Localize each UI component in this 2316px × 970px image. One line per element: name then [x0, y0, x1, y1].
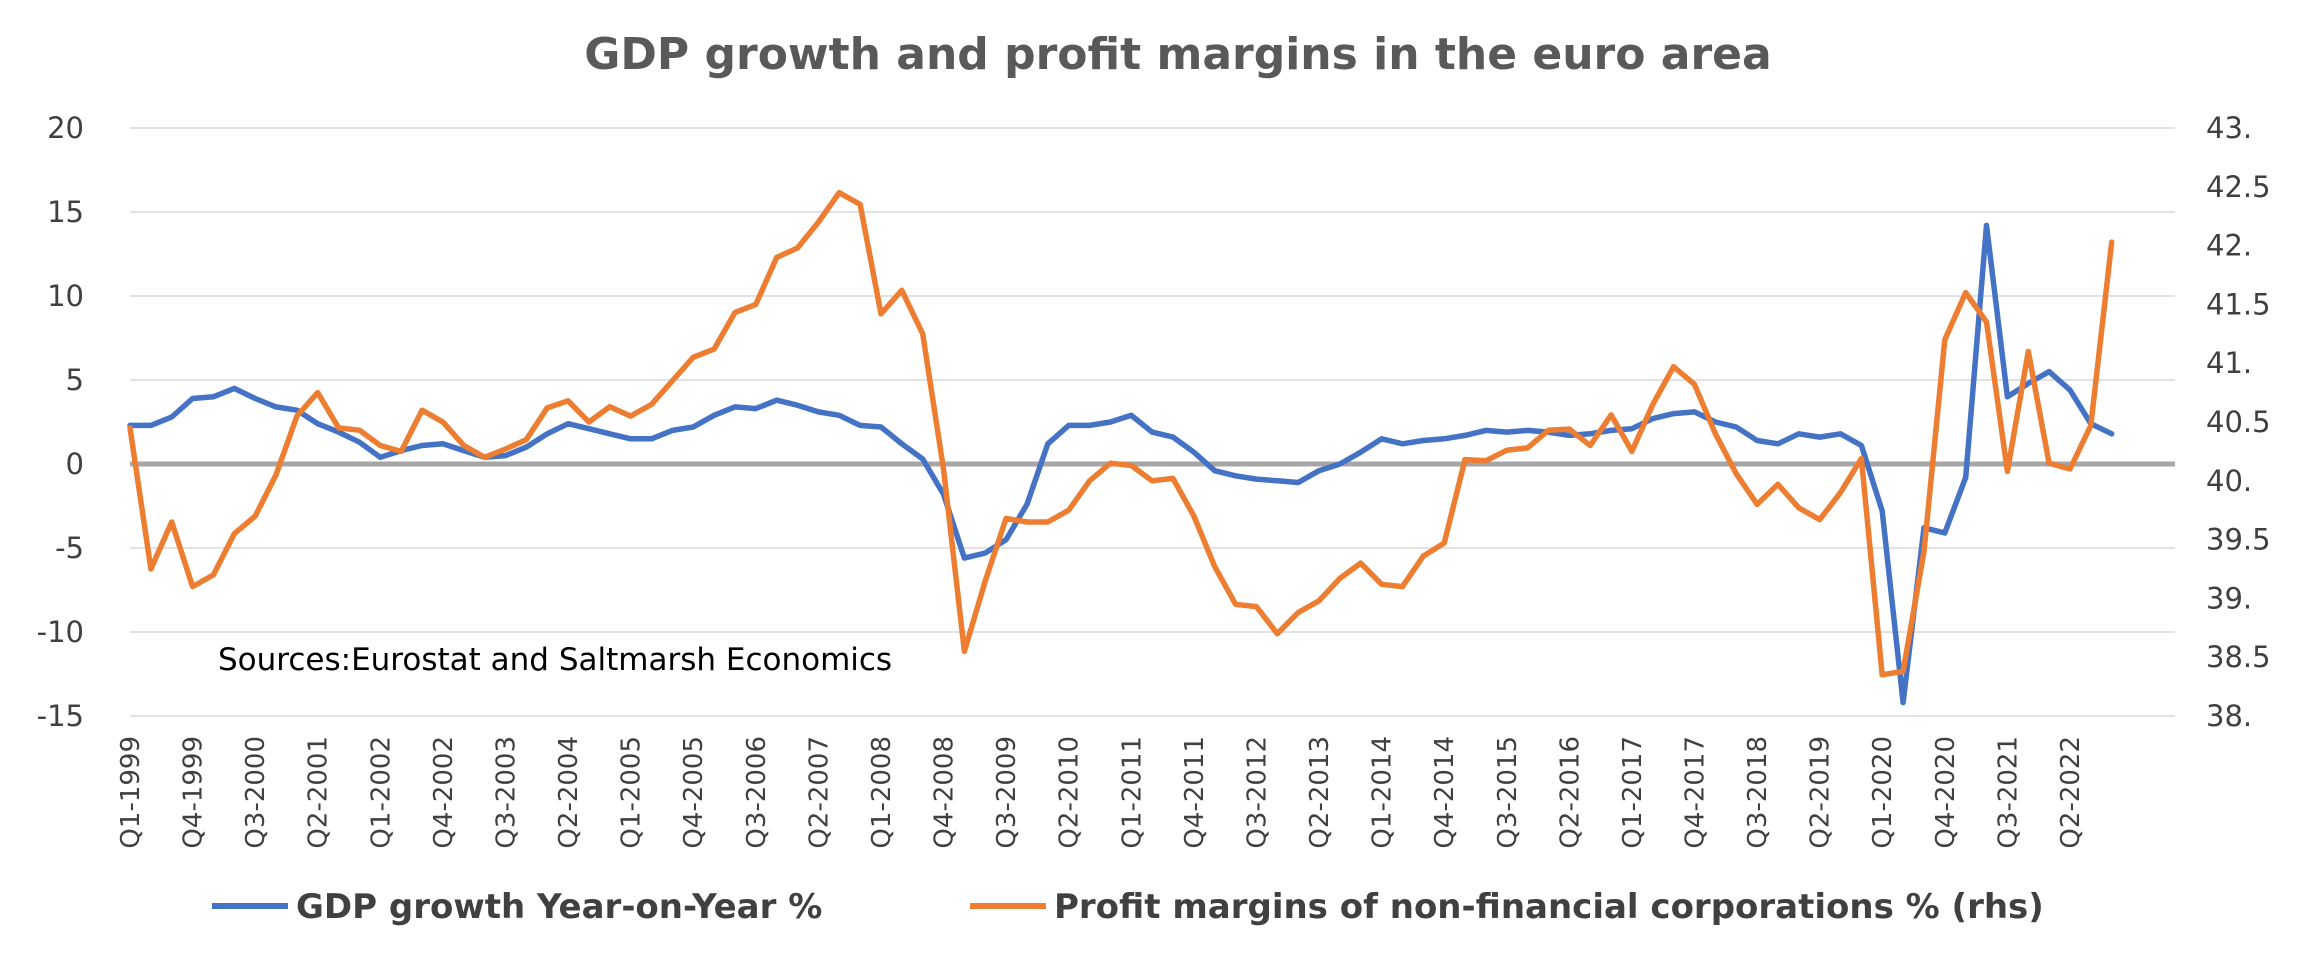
x-tick-label: Q2-2022 — [2056, 736, 2086, 849]
left-axis: -15 -10 -5 0 5 10 15 20 — [37, 111, 84, 733]
x-tick-label: Q3-2012 — [1242, 736, 1272, 849]
right-tick-label: 38. — [2206, 699, 2252, 733]
right-tick-label: 43. — [2206, 111, 2252, 145]
x-tick-label: Q2-2010 — [1055, 736, 1085, 849]
x-tick-label: Q3-2009 — [992, 736, 1022, 849]
legend-label-profit: Profit margins of non-financial corporat… — [1054, 887, 2044, 927]
left-tick-label: -5 — [55, 531, 84, 565]
x-tick-label: Q3-2015 — [1493, 736, 1523, 849]
x-tick-label: Q2-2001 — [304, 736, 334, 849]
right-tick-label: 40. — [2206, 464, 2252, 498]
left-tick-label: -15 — [37, 699, 84, 733]
x-tick-label: Q2-2004 — [554, 736, 584, 849]
left-tick-label: 15 — [47, 195, 84, 229]
x-tick-label: Q4-2011 — [1180, 736, 1210, 849]
right-tick-label: 39.5 — [2206, 523, 2271, 557]
right-tick-label: 42. — [2206, 229, 2252, 263]
x-tick-label: Q3-2006 — [742, 736, 772, 849]
x-tick-label: Q4-2014 — [1430, 736, 1460, 849]
right-tick-label: 39. — [2206, 581, 2252, 615]
x-tick-label: Q1-2011 — [1117, 736, 1147, 849]
right-tick-label: 38.5 — [2206, 640, 2271, 674]
right-tick-label: 41. — [2206, 346, 2252, 380]
x-tick-label: Q4-2002 — [429, 736, 459, 849]
x-tick-label: Q3-2000 — [241, 736, 271, 849]
series-line-gdp-growth — [127, 222, 2115, 706]
right-tick-label: 42.5 — [2206, 170, 2271, 204]
x-tick-label: Q1-2014 — [1368, 736, 1398, 849]
x-tick-label: Q2-2013 — [1305, 736, 1335, 849]
right-tick-label: 40.5 — [2206, 405, 2271, 439]
series-lines — [127, 189, 2115, 706]
x-tick-label: Q4-2008 — [930, 736, 960, 849]
x-tick-label: Q2-2007 — [804, 736, 834, 849]
x-tick-label: Q3-2003 — [491, 736, 521, 849]
x-tick-label: Q4-2017 — [1681, 736, 1711, 849]
gridlines — [130, 127, 2175, 717]
source-annotation: Sources:Eurostat and Saltmarsh Economics — [218, 642, 892, 678]
x-axis: Q1-1999 Q4-1999 Q3-2000 Q2-2001 Q1-2002 Q4-20… — [116, 736, 2086, 849]
x-tick-label: Q1-1999 — [116, 736, 146, 849]
x-tick-label: Q4-1999 — [179, 736, 209, 849]
right-tick-label: 41.5 — [2206, 287, 2271, 321]
x-tick-label: Q3-2021 — [1993, 736, 2023, 849]
left-tick-label: 5 — [66, 363, 84, 397]
x-tick-label: Q3-2018 — [1743, 736, 1773, 849]
chart-title: GDP growth and profit margins in the eur… — [584, 29, 1771, 80]
x-tick-label: Q4-2005 — [679, 736, 709, 849]
x-tick-label: Q1-2017 — [1618, 736, 1648, 849]
left-tick-label: 0 — [66, 447, 84, 481]
left-tick-label: 10 — [47, 279, 84, 313]
x-tick-label: Q1-2005 — [617, 736, 647, 849]
x-tick-label: Q2-2019 — [1806, 736, 1836, 849]
x-tick-label: Q1-2002 — [366, 736, 396, 849]
left-tick-label: 20 — [47, 111, 84, 145]
legend: GDP growth Year-on-Year % Profit margins… — [212, 887, 2044, 927]
x-tick-label: Q1-2020 — [1868, 736, 1898, 849]
legend-label-gdp: GDP growth Year-on-Year % — [296, 887, 822, 927]
x-tick-label: Q2-2016 — [1555, 736, 1585, 849]
x-tick-label: Q4-2020 — [1931, 736, 1961, 849]
series-line-profit-margins — [127, 189, 2115, 678]
right-axis: 38. 38.5 39. 39.5 40. 40.5 41. 41.5 42. 42.5 43. — [2206, 111, 2271, 733]
x-tick-label: Q1-2008 — [867, 736, 897, 849]
left-tick-label: -10 — [37, 615, 84, 649]
